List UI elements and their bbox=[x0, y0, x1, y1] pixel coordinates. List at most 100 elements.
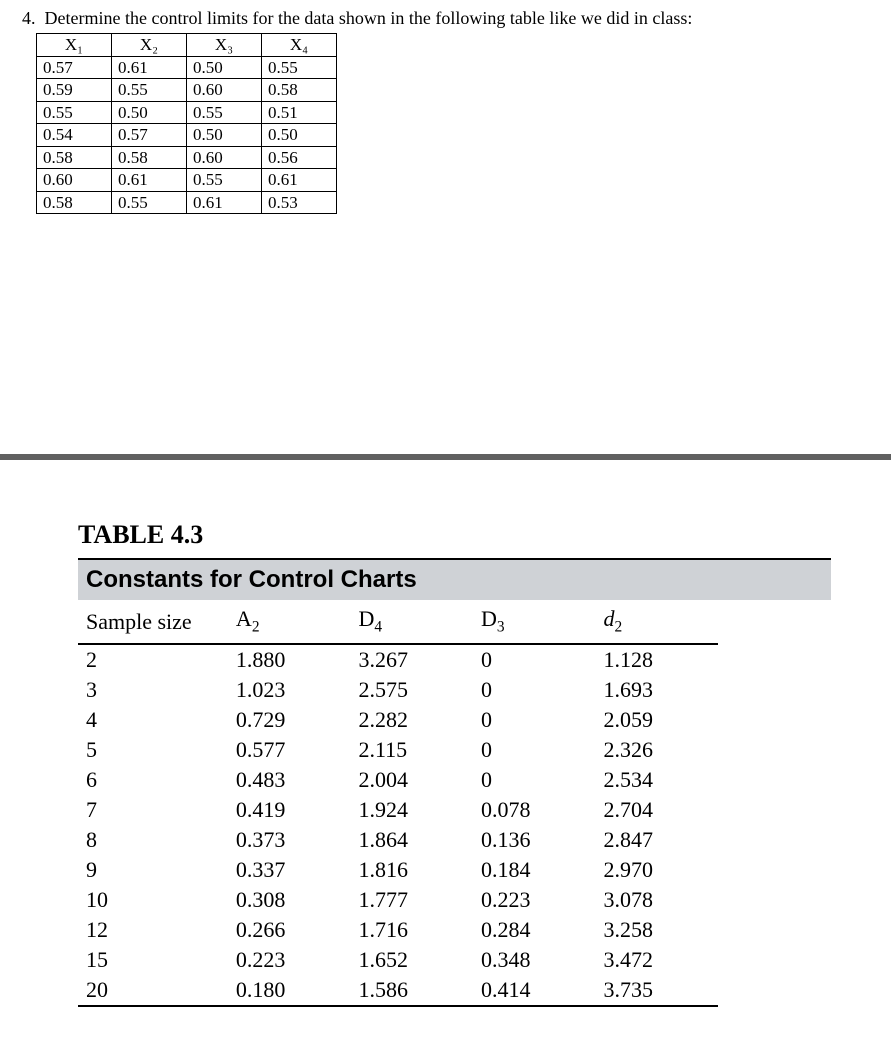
const-cell: 2.970 bbox=[595, 855, 718, 885]
const-cell: 7 bbox=[78, 795, 228, 825]
const-cell: 0.348 bbox=[473, 945, 596, 975]
data-cell: 0.60 bbox=[187, 79, 262, 102]
data-cell: 0.55 bbox=[112, 79, 187, 102]
const-cell: 0.577 bbox=[228, 735, 351, 765]
data-cell: 0.59 bbox=[37, 79, 112, 102]
constants-table: Sample size A2 D4 D3 d2 21.8803.26701.12… bbox=[78, 600, 718, 1006]
const-cell: 1.652 bbox=[350, 945, 473, 975]
data-cell: 0.56 bbox=[262, 146, 337, 169]
data-cell: 0.61 bbox=[112, 169, 187, 192]
data-cell: 0.50 bbox=[187, 124, 262, 147]
data-col-x3: X₃ bbox=[187, 34, 262, 57]
const-cell: 0.483 bbox=[228, 765, 351, 795]
data-cell: 0.55 bbox=[262, 56, 337, 79]
table-row: 0.590.550.600.58 bbox=[37, 79, 337, 102]
const-cell: 0.078 bbox=[473, 795, 596, 825]
const-cell: 2.059 bbox=[595, 705, 718, 735]
const-cell: 0.136 bbox=[473, 825, 596, 855]
const-cell: 15 bbox=[78, 945, 228, 975]
const-cell: 0 bbox=[473, 705, 596, 735]
table-row: 50.5772.11502.326 bbox=[78, 735, 718, 765]
table-row: 0.550.500.550.51 bbox=[37, 101, 337, 124]
table43-caption: Constants for Control Charts bbox=[78, 558, 831, 600]
const-cell: 9 bbox=[78, 855, 228, 885]
data-cell: 0.55 bbox=[37, 101, 112, 124]
col-d2-sym: d bbox=[603, 606, 614, 631]
const-cell: 0.184 bbox=[473, 855, 596, 885]
const-cell: 0.180 bbox=[228, 975, 351, 1006]
col-a2-sym: A bbox=[236, 606, 252, 631]
data-cell: 0.61 bbox=[187, 191, 262, 214]
data-cell: 0.50 bbox=[187, 56, 262, 79]
const-cell: 3.472 bbox=[595, 945, 718, 975]
data-col-x2: X₂ bbox=[112, 34, 187, 57]
const-cell: 2.115 bbox=[350, 735, 473, 765]
table-row: 0.600.610.550.61 bbox=[37, 169, 337, 192]
col-a2-sub: 2 bbox=[252, 619, 260, 636]
data-cell: 0.60 bbox=[37, 169, 112, 192]
question-number: 4. bbox=[22, 8, 36, 28]
const-cell: 4 bbox=[78, 705, 228, 735]
const-cell: 2.282 bbox=[350, 705, 473, 735]
question-body: Determine the control limits for the dat… bbox=[45, 8, 693, 28]
table-row: 0.580.550.610.53 bbox=[37, 191, 337, 214]
const-cell: 20 bbox=[78, 975, 228, 1006]
const-cell: 2 bbox=[78, 644, 228, 675]
table-row: 200.1801.5860.4143.735 bbox=[78, 975, 718, 1006]
data-cell: 0.61 bbox=[262, 169, 337, 192]
data-cell: 0.55 bbox=[112, 191, 187, 214]
const-cell: 1.777 bbox=[350, 885, 473, 915]
data-col-x4: X₄ bbox=[262, 34, 337, 57]
question-text: 4. Determine the control limits for the … bbox=[22, 8, 871, 29]
table-row: 60.4832.00402.534 bbox=[78, 765, 718, 795]
const-cell: 0 bbox=[473, 675, 596, 705]
data-cell: 0.61 bbox=[112, 56, 187, 79]
col-d2-sub: 2 bbox=[614, 619, 622, 636]
const-cell: 3.078 bbox=[595, 885, 718, 915]
data-cell: 0.57 bbox=[112, 124, 187, 147]
const-cell: 1.693 bbox=[595, 675, 718, 705]
const-cell: 1.924 bbox=[350, 795, 473, 825]
table-row: 100.3081.7770.2233.078 bbox=[78, 885, 718, 915]
const-cell: 0.266 bbox=[228, 915, 351, 945]
data-cell: 0.58 bbox=[37, 191, 112, 214]
table-row: 40.7292.28202.059 bbox=[78, 705, 718, 735]
col-a2: A2 bbox=[228, 600, 351, 643]
table-row: 90.3371.8160.1842.970 bbox=[78, 855, 718, 885]
col-d4-sym: D bbox=[358, 606, 374, 631]
const-cell: 5 bbox=[78, 735, 228, 765]
const-cell: 0 bbox=[473, 644, 596, 675]
const-cell: 1.586 bbox=[350, 975, 473, 1006]
col-d3-sub: 3 bbox=[497, 619, 505, 636]
const-cell: 10 bbox=[78, 885, 228, 915]
table-row: 31.0232.57501.693 bbox=[78, 675, 718, 705]
col-sample-size: Sample size bbox=[78, 600, 228, 643]
table-row: 0.570.610.500.55 bbox=[37, 56, 337, 79]
data-cell: 0.55 bbox=[187, 101, 262, 124]
const-cell: 0.223 bbox=[473, 885, 596, 915]
data-cell: 0.50 bbox=[262, 124, 337, 147]
const-cell: 0 bbox=[473, 765, 596, 795]
const-cell: 1.023 bbox=[228, 675, 351, 705]
data-cell: 0.53 bbox=[262, 191, 337, 214]
const-cell: 3.735 bbox=[595, 975, 718, 1006]
col-d3-sym: D bbox=[481, 606, 497, 631]
const-cell: 0.337 bbox=[228, 855, 351, 885]
data-col-x1: X₁ bbox=[37, 34, 112, 57]
const-cell: 1.716 bbox=[350, 915, 473, 945]
col-d4-sub: 4 bbox=[374, 619, 382, 636]
data-cell: 0.58 bbox=[112, 146, 187, 169]
data-cell: 0.58 bbox=[37, 146, 112, 169]
data-cell: 0.51 bbox=[262, 101, 337, 124]
const-cell: 0.373 bbox=[228, 825, 351, 855]
const-cell: 8 bbox=[78, 825, 228, 855]
data-cell: 0.58 bbox=[262, 79, 337, 102]
table43-title: TABLE 4.3 bbox=[78, 520, 831, 550]
table-row: 80.3731.8640.1362.847 bbox=[78, 825, 718, 855]
const-cell: 1.128 bbox=[595, 644, 718, 675]
data-cell: 0.60 bbox=[187, 146, 262, 169]
page-divider bbox=[0, 454, 891, 460]
const-cell: 2.326 bbox=[595, 735, 718, 765]
table-row: 0.580.580.600.56 bbox=[37, 146, 337, 169]
const-cell: 6 bbox=[78, 765, 228, 795]
